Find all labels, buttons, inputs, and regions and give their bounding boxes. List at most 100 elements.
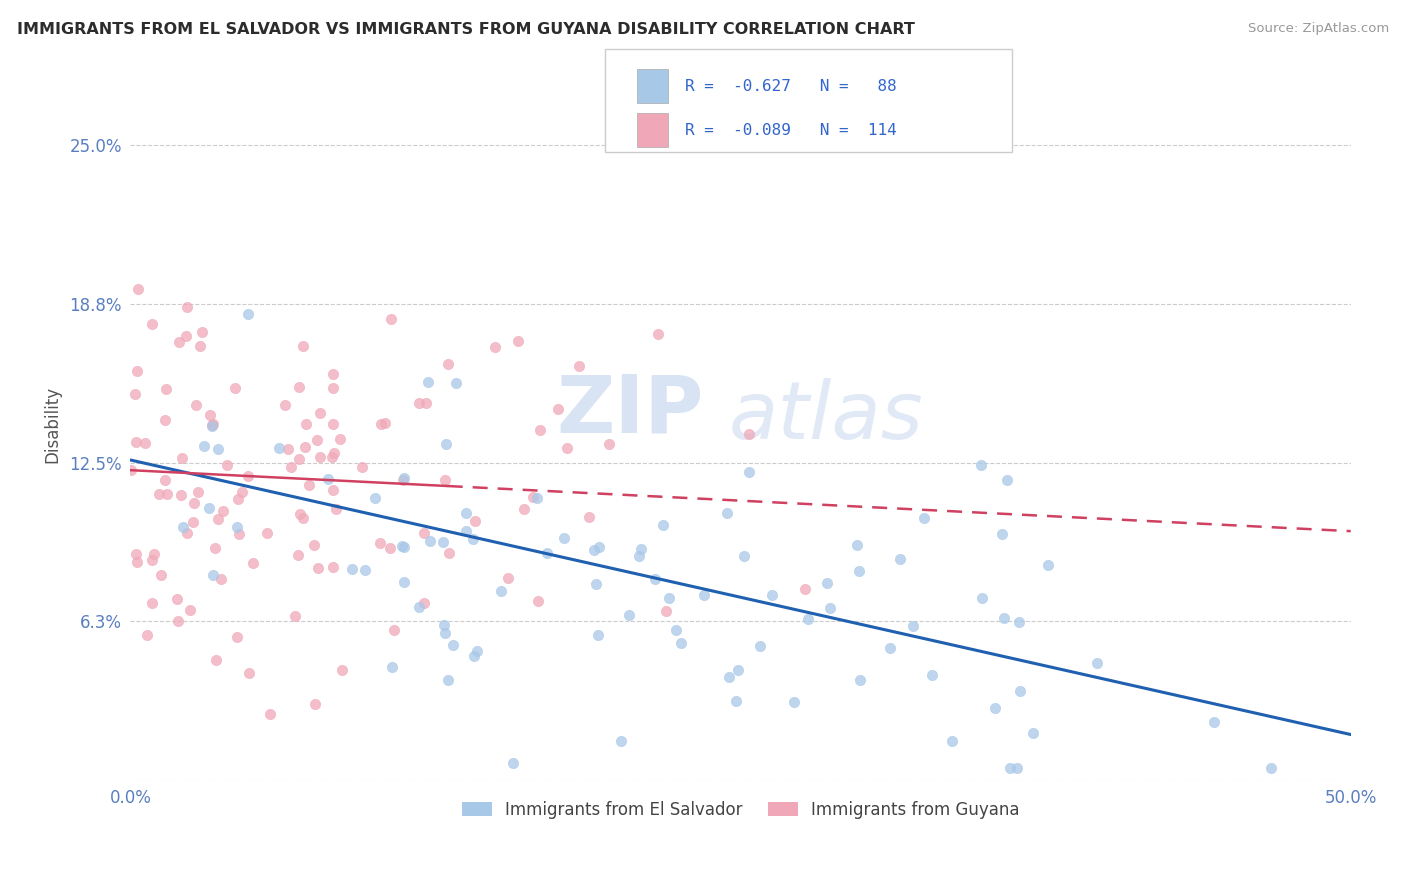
Point xyxy=(309,450,332,464)
Point xyxy=(236,469,259,483)
Point xyxy=(277,442,299,456)
Text: IMMIGRANTS FROM EL SALVADOR VS IMMIGRANTS FROM GUYANA DISABILITY CORRELATION CHA: IMMIGRANTS FROM EL SALVADOR VS IMMIGRANT… xyxy=(17,22,915,37)
Point xyxy=(186,398,208,412)
Point xyxy=(322,381,344,395)
Point xyxy=(437,546,460,560)
Point xyxy=(294,417,316,431)
Point xyxy=(193,439,215,453)
Point xyxy=(454,524,477,538)
Point xyxy=(921,667,943,681)
Point xyxy=(630,541,652,556)
Point xyxy=(413,596,436,610)
Point xyxy=(627,549,650,564)
Point xyxy=(231,485,253,500)
Point xyxy=(889,552,911,566)
Point xyxy=(291,510,314,524)
Point xyxy=(718,670,741,684)
Point xyxy=(238,308,260,322)
Legend: Immigrants from El Salvador, Immigrants from Guyana: Immigrants from El Salvador, Immigrants … xyxy=(456,794,1026,825)
Point xyxy=(287,548,309,562)
Point xyxy=(187,484,209,499)
Point xyxy=(201,418,224,433)
Point xyxy=(848,564,870,578)
Point xyxy=(176,526,198,541)
Point xyxy=(617,608,640,623)
Point xyxy=(583,543,606,558)
Point xyxy=(464,514,486,528)
Point xyxy=(984,701,1007,715)
Point xyxy=(408,396,430,410)
Point xyxy=(849,673,872,687)
Text: ZIP: ZIP xyxy=(557,371,704,450)
Point xyxy=(444,376,467,391)
Point xyxy=(797,612,820,626)
Point xyxy=(692,588,714,602)
Text: Source: ZipAtlas.com: Source: ZipAtlas.com xyxy=(1249,22,1389,36)
Point xyxy=(290,507,312,521)
Point xyxy=(527,594,550,608)
Point xyxy=(134,436,156,450)
Point xyxy=(392,540,415,554)
Point xyxy=(153,413,176,427)
Point xyxy=(382,623,405,637)
Point xyxy=(1005,761,1028,775)
Point xyxy=(665,623,688,637)
Point xyxy=(201,417,224,432)
Point xyxy=(671,636,693,650)
Point xyxy=(226,492,249,507)
Point xyxy=(1010,684,1032,698)
Point xyxy=(307,434,329,448)
Point xyxy=(298,478,321,492)
Point xyxy=(998,761,1021,775)
Point xyxy=(176,300,198,314)
Point xyxy=(148,487,170,501)
Point xyxy=(941,733,963,747)
Point xyxy=(224,381,246,395)
Point xyxy=(555,441,578,455)
Point xyxy=(761,588,783,602)
Point xyxy=(322,367,344,381)
Point xyxy=(380,311,402,326)
Point xyxy=(1008,615,1031,630)
Point xyxy=(990,526,1012,541)
Point xyxy=(491,584,513,599)
Point xyxy=(644,572,666,586)
Point xyxy=(415,396,437,410)
Point xyxy=(127,555,149,569)
Point xyxy=(318,472,340,486)
Point xyxy=(512,502,534,516)
Point xyxy=(207,442,229,457)
Point xyxy=(536,546,558,560)
Point xyxy=(585,577,607,591)
Point xyxy=(212,504,235,518)
Point xyxy=(325,502,347,516)
Point xyxy=(183,496,205,510)
Point xyxy=(143,547,166,561)
Point xyxy=(748,639,770,653)
Point xyxy=(170,451,193,466)
Point xyxy=(259,707,281,722)
Point xyxy=(201,417,224,432)
Point xyxy=(127,282,149,296)
Point xyxy=(167,614,190,628)
Point xyxy=(993,611,1015,625)
Point xyxy=(150,567,173,582)
Point xyxy=(294,440,316,454)
Point xyxy=(782,696,804,710)
Point xyxy=(204,541,226,555)
Point xyxy=(280,460,302,475)
Point xyxy=(167,334,190,349)
Point xyxy=(322,483,344,497)
Point xyxy=(738,465,761,479)
Point xyxy=(322,559,344,574)
Point xyxy=(416,375,439,389)
Point xyxy=(436,673,458,687)
Point xyxy=(484,340,506,354)
Point xyxy=(441,638,464,652)
Point xyxy=(733,549,755,564)
Point xyxy=(342,562,364,576)
Point xyxy=(586,627,609,641)
Point xyxy=(737,426,759,441)
Point xyxy=(522,490,544,504)
Point xyxy=(256,525,278,540)
